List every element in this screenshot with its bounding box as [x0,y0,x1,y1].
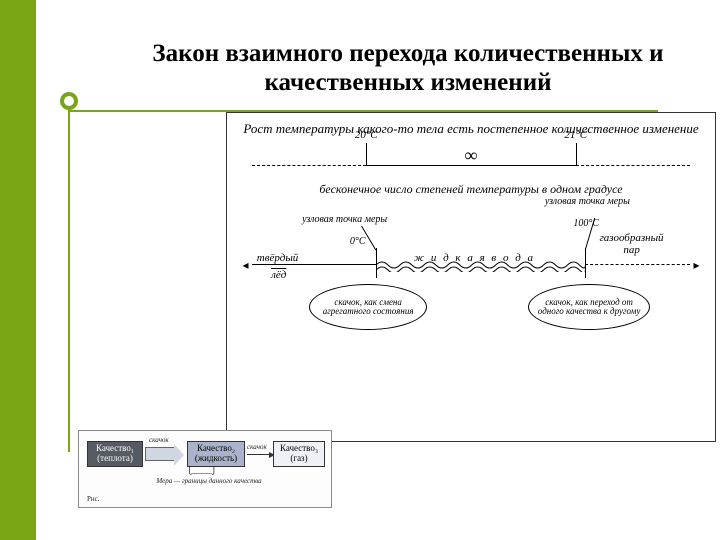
tick-left-label: 20°C [355,129,378,141]
infinity-symbol: ∞ [465,145,478,166]
seg2-label: газообразный [600,232,664,244]
phase-axis: узловая точка меры 0°C узловая точка мер… [233,214,709,344]
seg0-label: твёрдый [257,252,298,264]
page-title: Закон взаимного перехода количественных … [98,40,718,98]
seg1-label: ж и д к а я в о д а [414,252,535,264]
bubble-0: скачок, как смена агрегатного состояния [309,284,427,330]
caption-top: Рост температуры какого-то тела есть пос… [233,121,709,137]
tick-right-label: 21°C [564,129,587,141]
box-1: Качество₂ (жидкость) [187,441,245,467]
bottom-caption: Рис. [87,495,100,503]
arrow-label-1: скачок [247,443,267,451]
accent-sidebar [0,0,36,540]
brace-icon: ⎩________⎭ [187,467,216,475]
box-2: Качество₃ (газ) [273,441,325,467]
arrow-label-0: скачок [149,436,169,444]
arrow-thick-0 [145,447,175,461]
arrow-thin-1 [247,454,269,455]
bubble-1: скачок, как переход от одного качества к… [528,284,650,330]
seg-solid [252,264,376,265]
node-label-1: узловая точка меры [542,196,632,207]
arrow-right-icon: ▸ [693,258,699,273]
tick-right [576,143,577,165]
arrow-left-icon: ◂ [243,258,249,273]
box-0: Качество₁ (теплота) [87,441,143,467]
seg-dash [585,264,690,265]
dash-right [576,165,690,166]
upper-scale: 20°C 21°C ∞ [233,143,709,187]
brace-label: Мера — границы данного качества [99,477,319,485]
seg0-sub: лёд [271,269,286,281]
vtick-1 [585,248,586,278]
rule-vertical [68,112,70,452]
tick-left [366,143,367,165]
bottom-diagram: Качество₁ (теплота) скачок Качество₂ (жи… [78,430,332,508]
main-diagram: Рост температуры какого-то тела есть пос… [226,112,716,442]
dash-left [252,165,366,166]
seg2-sub: пар [623,244,640,256]
bullet-decor [60,92,78,110]
